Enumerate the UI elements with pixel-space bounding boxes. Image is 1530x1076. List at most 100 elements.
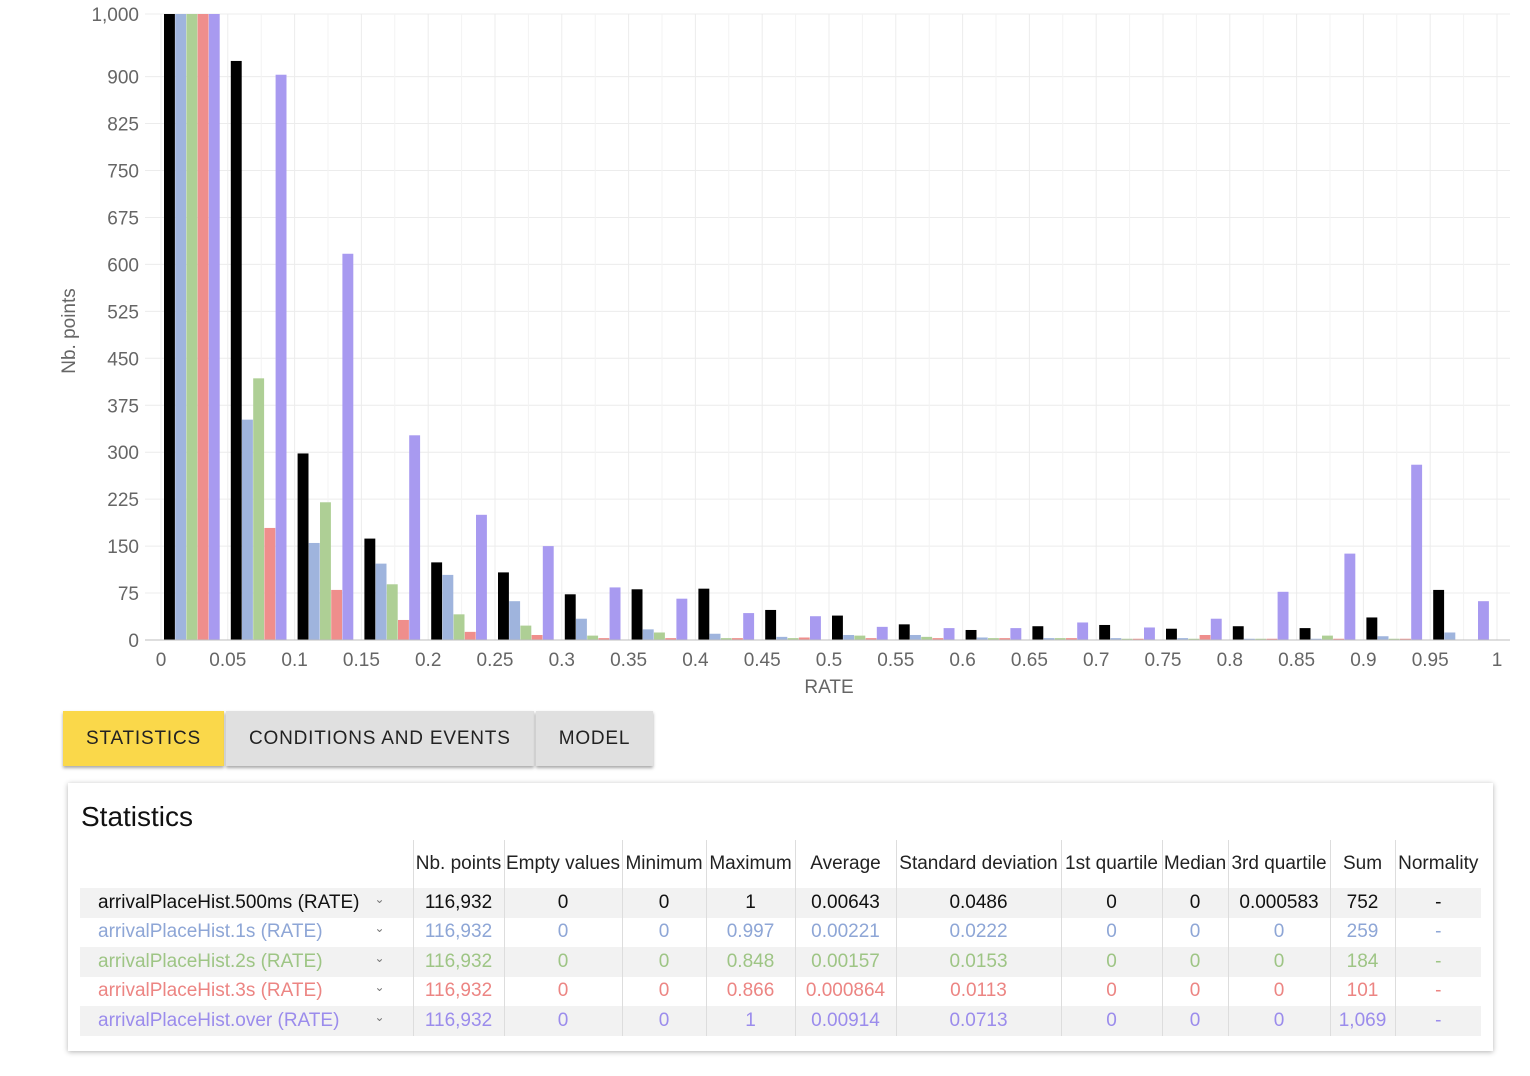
bar bbox=[1388, 638, 1400, 640]
series-name-cell[interactable]: arrivalPlaceHist.500ms (RATE) ⌄ bbox=[80, 888, 413, 918]
bar bbox=[876, 626, 888, 640]
x-tick-label: 0.95 bbox=[1412, 650, 1449, 671]
x-tick-label: 0.7 bbox=[1083, 650, 1109, 671]
y-tick-label: 600 bbox=[107, 255, 139, 276]
chevron-down-icon[interactable]: ⌄ bbox=[374, 950, 385, 965]
header-cell[interactable]: Average bbox=[794, 840, 896, 888]
header-cell[interactable]: Nb. points bbox=[412, 840, 504, 888]
series-name: arrivalPlaceHist.1s (RATE) bbox=[98, 921, 323, 943]
table-row[interactable]: arrivalPlaceHist.over (RATE) ⌄ 116,932 0 0 1 0… bbox=[80, 1006, 1481, 1036]
y-tick-label: 750 bbox=[107, 162, 139, 183]
series-name-cell[interactable]: arrivalPlaceHist.over (RATE) ⌄ bbox=[80, 1006, 413, 1036]
stat-cell: 0 bbox=[503, 917, 622, 947]
header-cell[interactable]: Median bbox=[1161, 840, 1228, 888]
stat-cell: 0.000864 bbox=[794, 976, 896, 1006]
series-name-cell[interactable]: arrivalPlaceHist.3s (RATE) ⌄ bbox=[80, 977, 413, 1007]
x-tick-label: 0.25 bbox=[477, 650, 514, 671]
header-cell[interactable]: Maximum bbox=[705, 840, 795, 888]
bar bbox=[720, 638, 732, 640]
stat-cell: 116,932 bbox=[412, 1006, 504, 1036]
bar bbox=[665, 638, 677, 640]
x-tick-label: 1 bbox=[1492, 650, 1503, 671]
bar bbox=[186, 14, 198, 640]
chevron-down-icon[interactable]: ⌄ bbox=[374, 1009, 385, 1024]
header-cell[interactable]: Normality bbox=[1394, 840, 1481, 888]
stat-cell: 0.0113 bbox=[895, 976, 1061, 1006]
x-tick-label: 0.55 bbox=[877, 650, 914, 671]
x-tick-label: 0.15 bbox=[343, 650, 380, 671]
bar bbox=[386, 584, 398, 640]
stat-cell: 0 bbox=[1060, 947, 1162, 977]
header-cell[interactable]: Minimum bbox=[621, 840, 706, 888]
header-cell[interactable]: Standard deviation bbox=[895, 840, 1061, 888]
stat-cell: 0 bbox=[1161, 917, 1228, 947]
bar bbox=[297, 453, 309, 640]
header-cell-empty bbox=[80, 840, 413, 888]
y-tick-label: 150 bbox=[107, 537, 139, 558]
series-name-cell[interactable]: arrivalPlaceHist.2s (RATE) ⌄ bbox=[80, 947, 413, 977]
header-cell[interactable]: Empty values bbox=[503, 840, 622, 888]
stat-cell: - bbox=[1394, 976, 1481, 1006]
bar bbox=[531, 634, 543, 640]
bar bbox=[453, 614, 465, 640]
bar bbox=[208, 14, 220, 640]
stat-cell: 259 bbox=[1329, 917, 1395, 947]
bar bbox=[810, 616, 821, 640]
bar bbox=[1188, 638, 1200, 640]
bar bbox=[1400, 638, 1411, 640]
bar bbox=[175, 14, 187, 640]
bar bbox=[308, 542, 320, 640]
stat-cell: 1 bbox=[705, 888, 795, 918]
table-row[interactable]: arrivalPlaceHist.1s (RATE) ⌄ 116,932 0 0 0.99… bbox=[80, 917, 1481, 948]
table-row[interactable]: arrivalPlaceHist.3s (RATE) ⌄ 116,932 0 0 0.86… bbox=[80, 976, 1481, 1007]
stat-cell: 0.0713 bbox=[895, 1006, 1061, 1036]
chevron-down-icon[interactable]: ⌄ bbox=[374, 891, 385, 906]
bar bbox=[743, 613, 755, 640]
bar bbox=[1210, 618, 1222, 640]
table-row[interactable]: arrivalPlaceHist.500ms (RATE) ⌄ 116,932 0 0 1… bbox=[80, 888, 1481, 918]
y-tick-label: 900 bbox=[107, 68, 139, 89]
chevron-down-icon[interactable]: ⌄ bbox=[374, 980, 385, 995]
bar bbox=[898, 624, 910, 640]
header-cell[interactable]: 3rd quartile bbox=[1227, 840, 1330, 888]
bar bbox=[1054, 638, 1066, 640]
bar bbox=[1299, 628, 1311, 640]
x-tick-label: 0.05 bbox=[209, 650, 246, 671]
x-tick-label: 0.4 bbox=[682, 650, 709, 671]
header-cell[interactable]: 1st quartile bbox=[1060, 840, 1162, 888]
stat-cell: 0 bbox=[1161, 976, 1228, 1006]
table-header-row: Nb. points Empty values Minimum Maximum … bbox=[80, 840, 1481, 888]
y-tick-label: 375 bbox=[107, 396, 139, 417]
bar bbox=[609, 587, 621, 640]
bar bbox=[242, 419, 253, 640]
table-row[interactable]: arrivalPlaceHist.2s (RATE) ⌄ 116,932 0 0 0.84… bbox=[80, 947, 1481, 977]
stat-cell: 116,932 bbox=[412, 888, 504, 918]
y-tick-label: 75 bbox=[118, 584, 139, 605]
bar bbox=[976, 637, 988, 640]
bar bbox=[932, 638, 944, 640]
bar bbox=[598, 638, 610, 640]
bar bbox=[765, 609, 777, 640]
stat-cell: 0 bbox=[621, 888, 706, 918]
bar bbox=[1310, 638, 1322, 640]
series-name: arrivalPlaceHist.3s (RATE) bbox=[98, 980, 323, 1002]
stat-cell: 0 bbox=[1060, 888, 1162, 918]
chevron-down-icon[interactable]: ⌄ bbox=[374, 921, 385, 936]
tab-model[interactable]: MODEL bbox=[535, 711, 654, 766]
tab-conditions-and-events[interactable]: CONDITIONS AND EVENTS bbox=[225, 711, 534, 766]
bar bbox=[631, 589, 643, 640]
bar bbox=[787, 638, 799, 640]
stat-cell: 0 bbox=[1161, 888, 1228, 918]
bar bbox=[1144, 627, 1155, 640]
stat-cell: 0.0153 bbox=[895, 947, 1061, 977]
bar bbox=[331, 589, 343, 640]
bar bbox=[1066, 638, 1077, 640]
y-tick-label: 825 bbox=[107, 115, 139, 136]
series-name-cell[interactable]: arrivalPlaceHist.1s (RATE) ⌄ bbox=[80, 918, 413, 948]
stat-cell: 0 bbox=[503, 1006, 622, 1036]
stat-cell: 184 bbox=[1329, 947, 1395, 977]
bar bbox=[275, 74, 287, 641]
header-cell[interactable]: Sum bbox=[1329, 840, 1395, 888]
series-name: arrivalPlaceHist.2s (RATE) bbox=[98, 950, 323, 972]
tab-statistics[interactable]: STATISTICS bbox=[63, 711, 224, 766]
